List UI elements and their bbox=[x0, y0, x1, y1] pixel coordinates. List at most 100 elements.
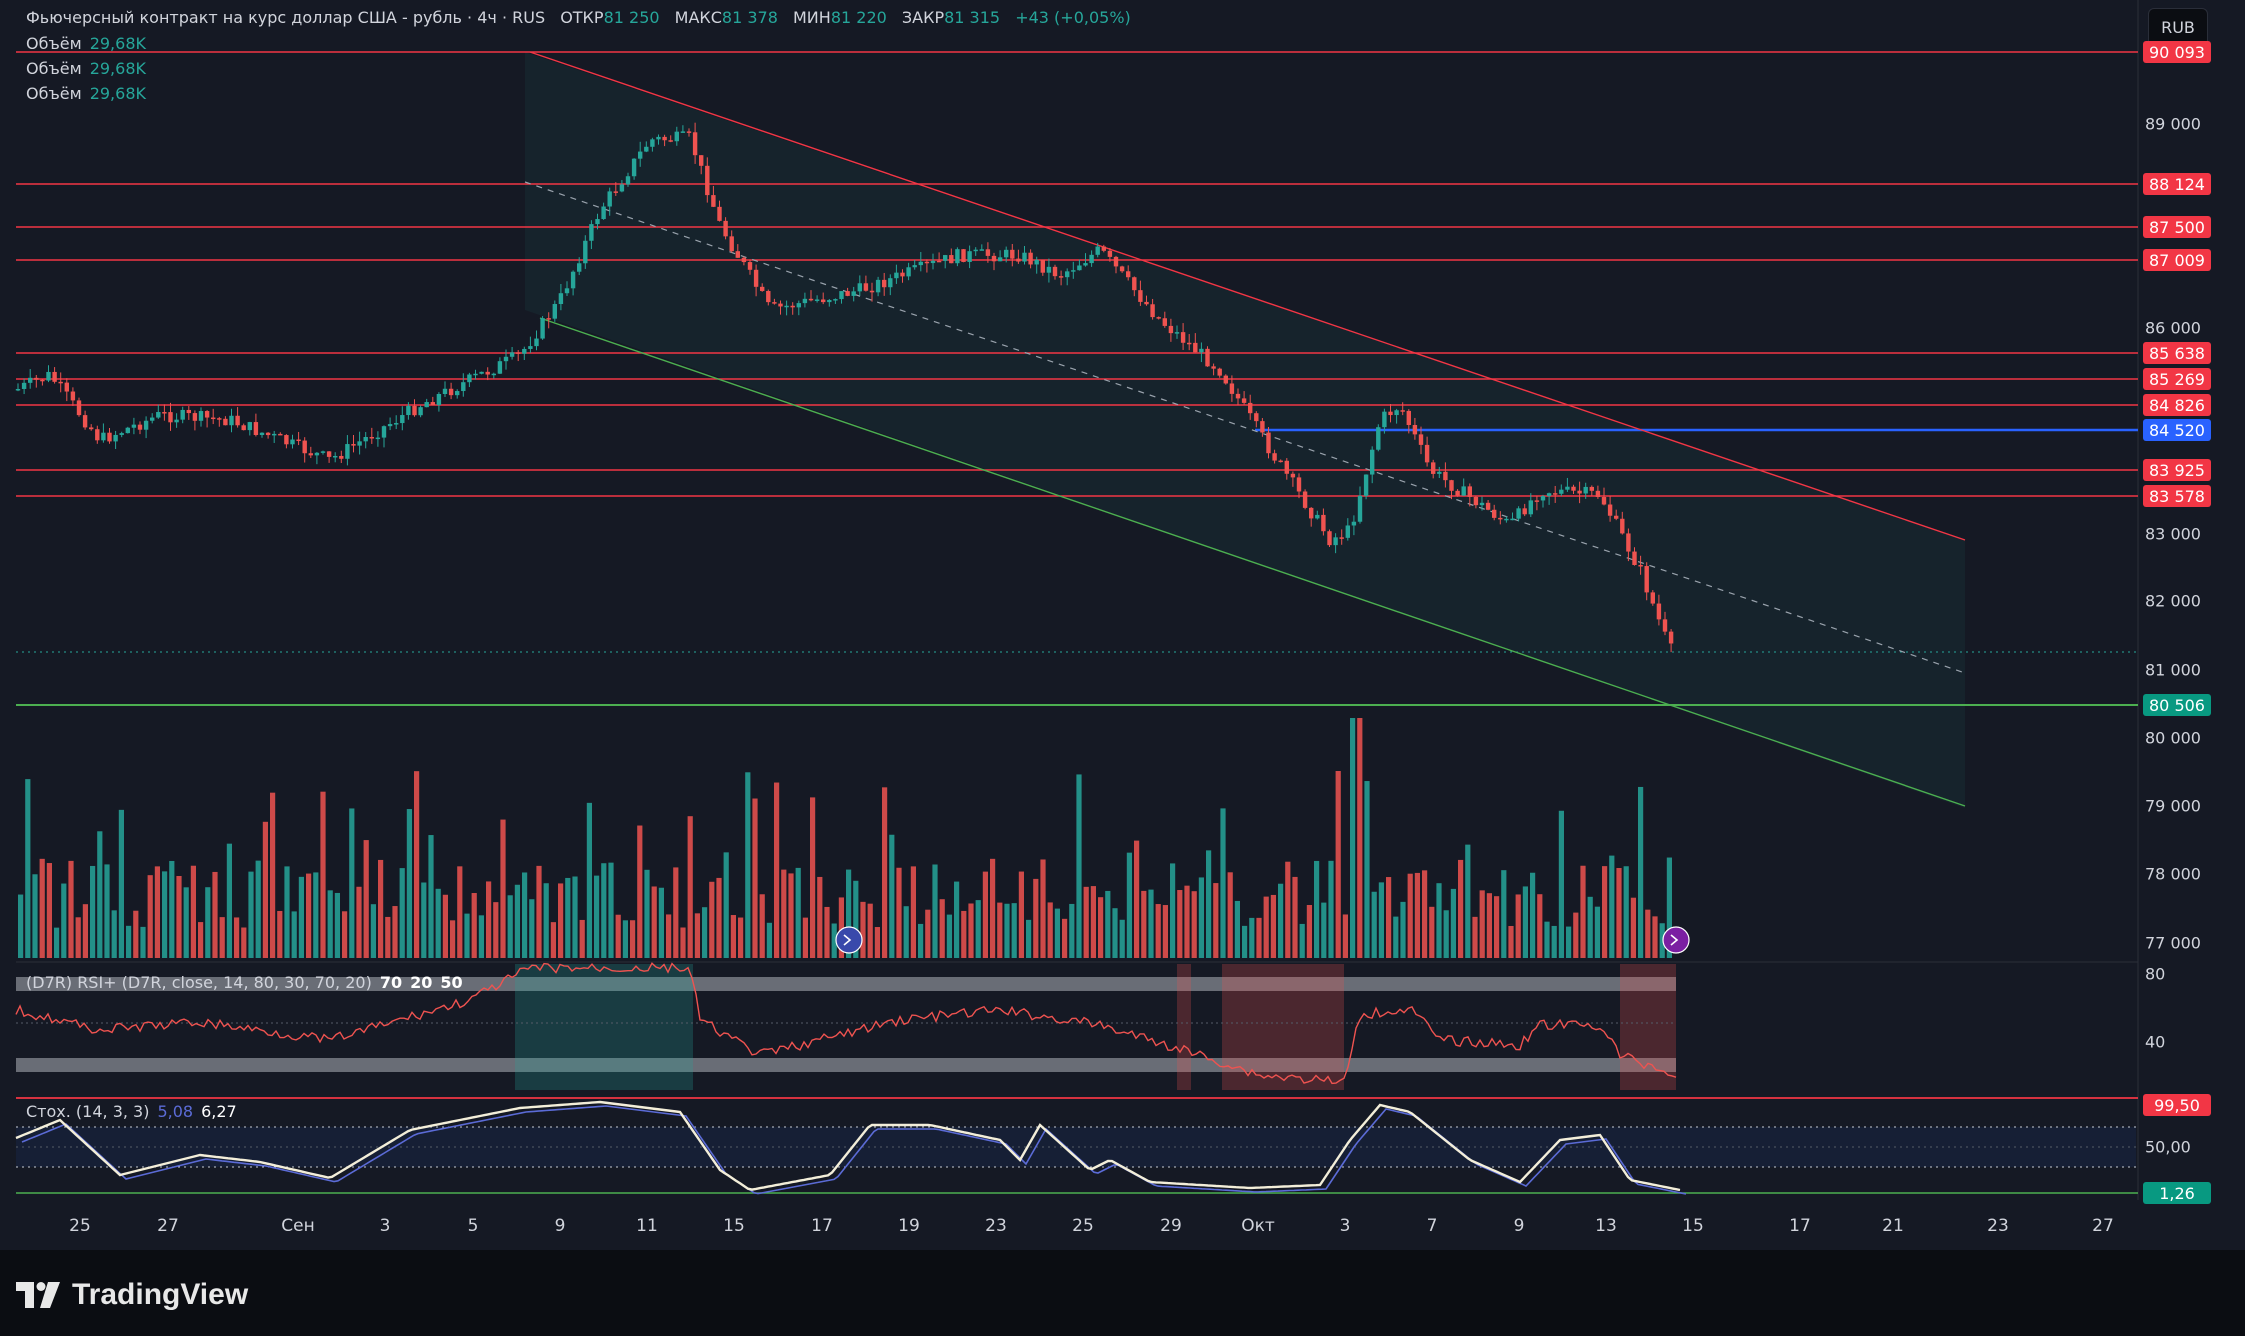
candle bbox=[491, 373, 496, 376]
candle bbox=[101, 432, 106, 441]
volume-bar bbox=[867, 903, 873, 958]
candle bbox=[1028, 252, 1033, 265]
candle bbox=[1595, 490, 1601, 498]
volume-bar bbox=[1263, 896, 1269, 958]
candle bbox=[656, 136, 661, 140]
volume-bar bbox=[651, 886, 657, 958]
rsi-oversold-zone bbox=[1177, 964, 1191, 1090]
candle bbox=[1504, 518, 1509, 521]
volume-bar bbox=[1018, 871, 1024, 958]
candle bbox=[1418, 434, 1424, 445]
volume-bar bbox=[975, 900, 981, 958]
volume-legend-3[interactable]: Объём 29,68K bbox=[26, 84, 146, 103]
candle bbox=[699, 155, 704, 166]
volume-bar bbox=[1112, 908, 1118, 958]
candle bbox=[1559, 489, 1564, 494]
candle bbox=[936, 260, 942, 263]
price-level-badge: 85 638 bbox=[2143, 342, 2211, 364]
volume-bar bbox=[1026, 919, 1032, 958]
volume-bar bbox=[1213, 883, 1219, 958]
rsi-axis-label: 80 bbox=[2145, 964, 2166, 984]
candle bbox=[345, 444, 350, 459]
volume-legend-1[interactable]: Объём 29,68K bbox=[26, 34, 146, 53]
volume-bar bbox=[169, 860, 175, 958]
currency-button[interactable]: RUB bbox=[2148, 8, 2208, 46]
candle bbox=[625, 176, 631, 185]
candle bbox=[1040, 259, 1045, 273]
volume-bar bbox=[1069, 903, 1075, 958]
candle bbox=[924, 261, 930, 264]
chart-canvas[interactable] bbox=[0, 0, 2245, 1250]
candle bbox=[320, 451, 326, 453]
candle bbox=[296, 439, 301, 442]
candle bbox=[229, 415, 234, 426]
candle bbox=[631, 158, 637, 177]
candle bbox=[1510, 518, 1515, 521]
candle bbox=[448, 388, 454, 396]
candle bbox=[1248, 402, 1253, 414]
volume-bar bbox=[918, 923, 924, 958]
candle bbox=[1449, 480, 1454, 491]
candle bbox=[1607, 504, 1613, 516]
candle bbox=[1144, 301, 1149, 305]
stoch-legend[interactable]: Стох. (14, 3, 3) 5,08 6,27 bbox=[26, 1102, 237, 1121]
candle bbox=[528, 346, 533, 349]
candle bbox=[772, 302, 777, 304]
volume-legend-2[interactable]: Объём 29,68K bbox=[26, 59, 146, 78]
candle bbox=[70, 391, 76, 401]
price-level-badge: 83 578 bbox=[2143, 485, 2211, 507]
volume-bar bbox=[1378, 882, 1384, 958]
candle bbox=[802, 298, 808, 304]
candle bbox=[906, 267, 911, 277]
time-axis-label: 11 bbox=[636, 1216, 658, 1236]
volume-bar bbox=[1105, 890, 1111, 958]
candle bbox=[1571, 486, 1576, 491]
candle bbox=[1004, 249, 1009, 258]
volume-label: Объём bbox=[26, 84, 82, 103]
price-level-badge: 84 826 bbox=[2143, 394, 2211, 416]
volume-bar bbox=[291, 911, 297, 958]
high-value: 81 378 bbox=[721, 8, 778, 27]
price-axis-label: 86 000 bbox=[2145, 318, 2201, 338]
candle bbox=[1589, 486, 1594, 491]
volume-bar bbox=[738, 917, 744, 958]
event-icon bbox=[835, 926, 863, 954]
volume-bar bbox=[46, 863, 52, 958]
rsi-oversold-zone bbox=[1222, 964, 1344, 1090]
candle bbox=[753, 269, 759, 287]
chart-area[interactable]: Фьючерсный контракт на курс доллар США -… bbox=[0, 0, 2245, 1250]
volume-bar bbox=[615, 914, 621, 958]
candle bbox=[1467, 486, 1472, 497]
candle bbox=[1656, 603, 1662, 620]
candle bbox=[845, 291, 850, 296]
volume-bar bbox=[939, 899, 945, 958]
rsi-legend[interactable]: (D7R) RSI+ (D7R, close, 14, 80, 30, 70, … bbox=[26, 973, 463, 992]
volume-bar bbox=[1616, 868, 1622, 958]
candle bbox=[1077, 265, 1082, 271]
volume-bar bbox=[702, 907, 708, 958]
volume-bar bbox=[1206, 850, 1212, 958]
stoch-badge-lower: 1,26 bbox=[2143, 1182, 2211, 1204]
price-axis-label: 82 000 bbox=[2145, 591, 2201, 611]
volume-bar bbox=[1177, 890, 1183, 958]
volume-bar bbox=[349, 808, 355, 958]
symbol-header[interactable]: Фьючерсный контракт на курс доллар США -… bbox=[26, 8, 1131, 27]
candle bbox=[150, 417, 155, 421]
volume-bar bbox=[313, 872, 319, 958]
volume-bar bbox=[536, 865, 542, 958]
candle bbox=[1022, 252, 1027, 262]
candle bbox=[1168, 325, 1174, 334]
volume-bar bbox=[212, 871, 218, 958]
volume-bar bbox=[1486, 893, 1492, 958]
volume-bar bbox=[1350, 718, 1356, 958]
candle bbox=[174, 419, 179, 423]
tradingview-logo[interactable]: TradingView bbox=[16, 1278, 248, 1312]
volume-bar bbox=[716, 877, 722, 958]
volume-bar bbox=[1083, 886, 1089, 958]
volume-bar bbox=[1278, 883, 1284, 958]
candle bbox=[76, 400, 82, 416]
candle bbox=[961, 249, 966, 262]
stoch-d-value: 6,27 bbox=[201, 1102, 237, 1121]
volume-label: Объём bbox=[26, 59, 82, 78]
candle bbox=[784, 305, 789, 308]
